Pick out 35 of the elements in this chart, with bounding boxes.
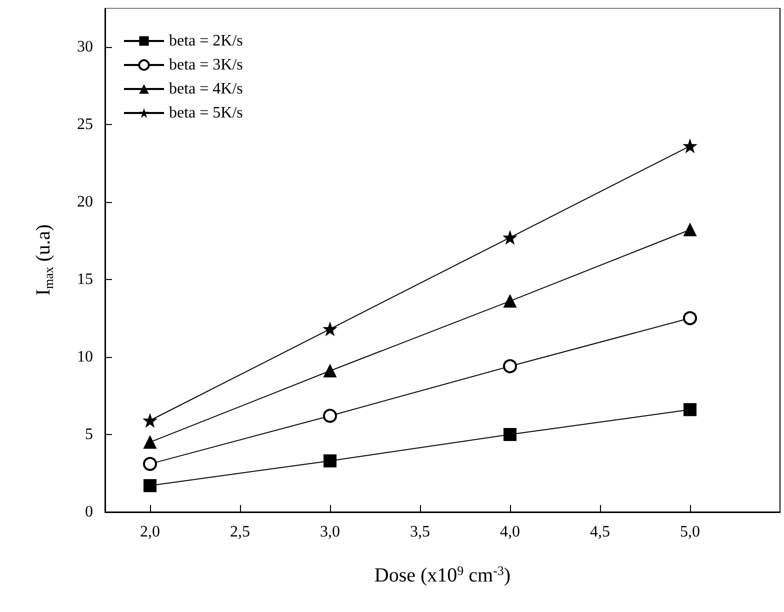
legend-label: beta = 2K/s <box>169 32 243 50</box>
y-tick-label: 15 <box>77 270 93 288</box>
point <box>324 364 336 378</box>
point <box>504 231 516 244</box>
point <box>324 454 336 468</box>
point <box>684 223 696 236</box>
point <box>683 311 697 326</box>
x-tick-label: 3,0 <box>320 524 340 540</box>
point <box>504 294 516 308</box>
point <box>684 140 696 153</box>
y-tick-label: 30 <box>77 38 93 56</box>
x-tick-label: 2,5 <box>230 524 250 540</box>
point <box>684 403 696 416</box>
x-tick-label: 4,5 <box>590 524 610 540</box>
point <box>324 322 336 336</box>
point <box>503 359 517 374</box>
y-axis-title: Imax (u.a) <box>32 224 56 296</box>
y-tick-label: 5 <box>85 426 93 443</box>
point <box>323 408 337 423</box>
x-tick-label: 5,0 <box>680 524 700 540</box>
point <box>144 414 156 428</box>
point <box>144 436 156 449</box>
y-tick-label: 25 <box>77 116 93 133</box>
legend-label: beta = 4K/s <box>169 80 243 98</box>
legend-label: beta = 3K/s <box>169 56 243 74</box>
y-tick-label: 10 <box>77 348 93 366</box>
y-tick-label: 0 <box>85 504 93 520</box>
point <box>504 428 516 441</box>
point <box>143 456 157 471</box>
x-tick-label: 3,5 <box>410 524 430 540</box>
legend-label: beta = 5K/s <box>169 104 243 122</box>
point <box>144 479 156 492</box>
x-tick-label: 2,0 <box>140 524 160 540</box>
y-tick-label: 20 <box>77 193 93 210</box>
x-tick-label: 4,0 <box>500 524 520 540</box>
